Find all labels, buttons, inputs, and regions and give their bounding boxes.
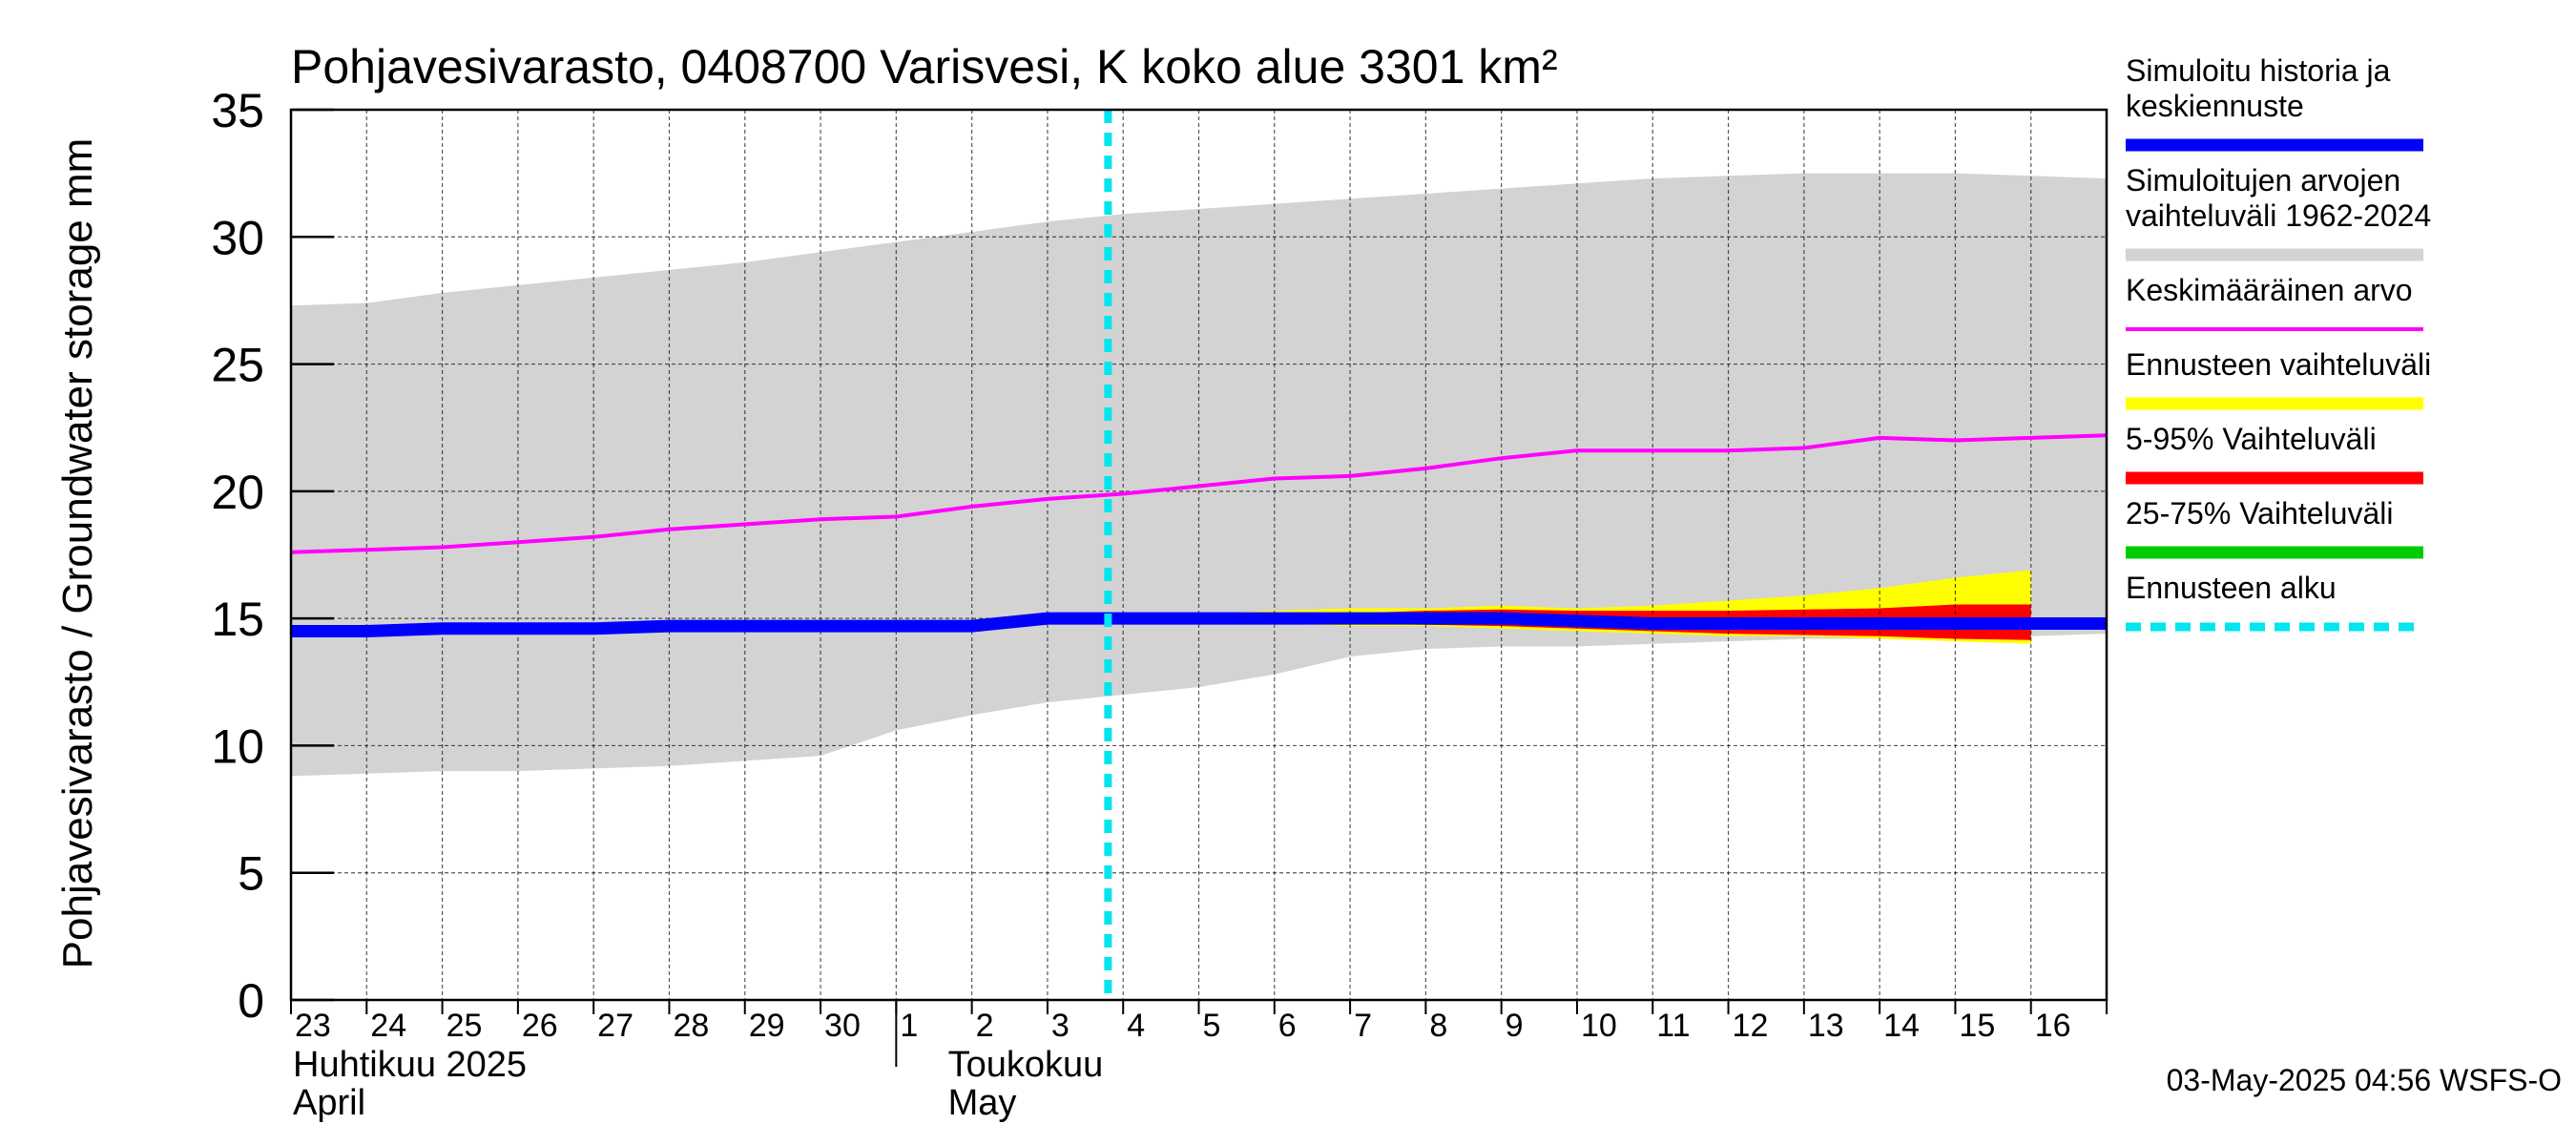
x-tick-label: 13 [1808, 1008, 1844, 1044]
x-tick-label: 26 [522, 1008, 558, 1044]
x-tick-label: 11 [1656, 1008, 1690, 1044]
series-line-1 [291, 612, 2107, 637]
x-tick-label: 24 [370, 1008, 406, 1044]
x-tick-label: 15 [1959, 1008, 1995, 1044]
x-tick-label: 8 [1429, 1008, 1447, 1044]
legend-item: Ennusteen alku [2126, 571, 2423, 632]
legend-label: 5-95% Vaihteluväli [2126, 422, 2377, 456]
legend-label: 25-75% Vaihteluväli [2126, 496, 2393, 531]
x-tick-label: 14 [1883, 1008, 1920, 1044]
series-line-0 [290, 433, 2108, 554]
legend-label: Ennusteen alku [2126, 571, 2337, 605]
y-tick-label: 10 [211, 719, 264, 773]
x-tick-label: 6 [1278, 1008, 1297, 1044]
x-tick-label: 23 [295, 1008, 331, 1044]
y-axis-label: Pohjavesivarasto / Groundwater storage m… [54, 138, 101, 969]
chart-title: Pohjavesivarasto, 0408700 Varisvesi, K k… [291, 40, 1558, 94]
x-tick-label: 10 [1581, 1008, 1617, 1044]
month-label-en: May [948, 1083, 1017, 1123]
month-label-en: April [293, 1083, 365, 1123]
y-tick-label: 25 [211, 339, 264, 392]
y-tick-label: 30 [211, 211, 264, 264]
x-tick-label: 5 [1203, 1008, 1221, 1044]
x-tick-label: 29 [749, 1008, 785, 1044]
legend-item: 25-75% Vaihteluväli [2126, 496, 2423, 559]
x-tick-label: 27 [597, 1008, 634, 1044]
legend-item: Ennusteen vaihteluväli [2126, 347, 2431, 410]
grid [291, 110, 2107, 1000]
x-tick-label: 30 [824, 1008, 861, 1044]
y-tick-label: 15 [211, 593, 264, 646]
legend-label: Simuloitu historia ja [2126, 53, 2391, 88]
month-label: Huhtikuu 2025 [293, 1045, 527, 1085]
legend-label: keskiennuste [2126, 89, 2304, 123]
y-tick-label: 0 [238, 974, 264, 1028]
timestamp-label: 03-May-2025 04:56 WSFS-O [2167, 1063, 2562, 1097]
legend-label: Keskimääräinen arvo [2126, 273, 2413, 307]
y-tick-label: 5 [238, 847, 264, 901]
legend-item: Keskimääräinen arvo [2126, 273, 2423, 331]
x-tick-label: 7 [1354, 1008, 1372, 1044]
legend-label: vaihteluväli 1962-2024 [2126, 198, 2431, 233]
legend-label: Simuloitujen arvojen [2126, 163, 2400, 198]
y-tick-label: 20 [211, 466, 264, 519]
x-tick-label: 1 [900, 1008, 918, 1044]
x-tick-label: 4 [1127, 1008, 1145, 1044]
x-tick-label: 12 [1733, 1008, 1769, 1044]
y-tick-label: 35 [211, 84, 264, 137]
legend: Simuloitu historia jakeskiennusteSimuloi… [2126, 53, 2431, 632]
x-tick-label: 3 [1051, 1008, 1070, 1044]
legend-label: Ennusteen vaihteluväli [2126, 347, 2431, 382]
x-tick-label: 28 [673, 1008, 709, 1044]
x-tick-label: 16 [2035, 1008, 2071, 1044]
x-tick-label: 2 [976, 1008, 994, 1044]
x-tick-label: 25 [447, 1008, 483, 1044]
x-tick-label: 9 [1506, 1008, 1524, 1044]
month-label: Toukokuu [948, 1045, 1104, 1085]
legend-item: 5-95% Vaihteluväli [2126, 422, 2423, 485]
